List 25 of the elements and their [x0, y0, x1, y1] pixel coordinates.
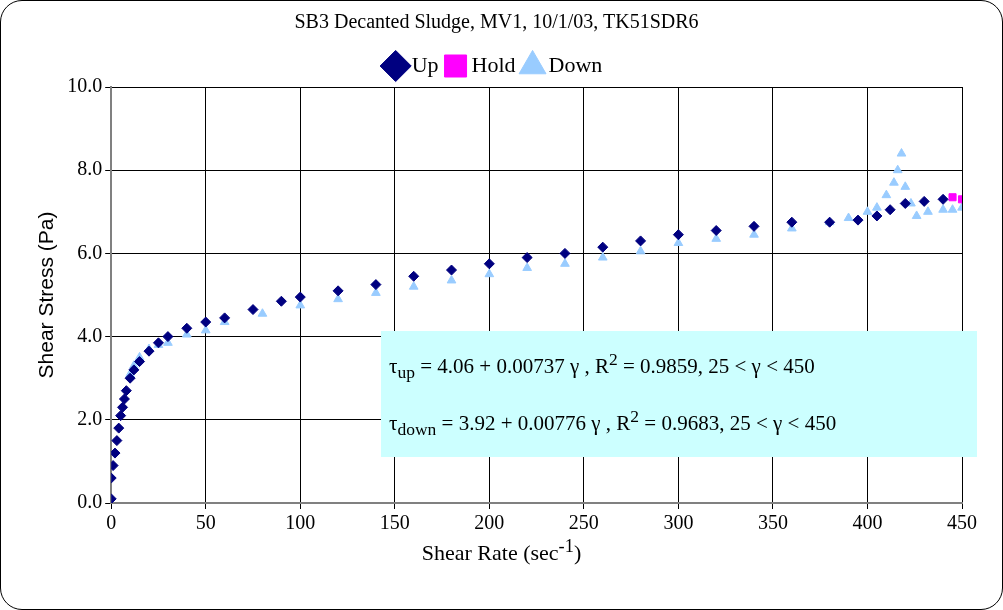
x-tick-label: 100 — [285, 511, 316, 534]
x-tick-label: 350 — [757, 511, 788, 534]
x-tick-label: 400 — [852, 511, 883, 534]
y-tick-label: 10.0 — [67, 74, 103, 97]
x-tick-label: 150 — [379, 511, 410, 534]
x-tick-label: 200 — [474, 511, 505, 534]
legend-label: Hold — [471, 51, 516, 77]
y-tick-label: 4.0 — [77, 323, 103, 346]
y-tick-label: 8.0 — [77, 157, 103, 180]
x-tick-label: 300 — [663, 511, 694, 534]
x-tick-label: 450 — [947, 511, 977, 534]
y-axis-title: Shear Stress (Pa) — [34, 211, 58, 379]
annotation: τ$_{up}$ = 4.06 + 0.00737 γ , R$^{2}$ = 0.9859, 25 < γ < 450 — [389, 348, 816, 385]
annotation: τ$_{down}$ = 3.92 + 0.00776 γ , R$^{2}$ = 0.9683, 25 < γ < 450 — [389, 405, 838, 442]
legend-label: Down — [548, 51, 603, 77]
legend-label: Up — [411, 51, 439, 77]
y-tick-label: 2.0 — [77, 407, 103, 430]
x-tick-label: 50 — [195, 511, 216, 534]
y-tick-label: 0.0 — [77, 490, 103, 513]
x-tick-label: 250 — [568, 511, 599, 534]
chart-title: SB3 Decanted Sludge, MV1, 10/1/03, TK51SDR6 — [294, 10, 699, 34]
x-tick-label: 0 — [106, 511, 117, 534]
y-tick-label: 6.0 — [77, 240, 103, 263]
x-axis-title: Shear Rate (sec$^{-1}$) — [420, 536, 583, 567]
note-box: τ$_{up}$ = 4.06 + 0.00737 γ , R$^{2}$ = 0.9859, 25 < γ < 450 τ$_{down}$ = 3.92 + 0.00776 γ , R$^{2}$ = 0.9683, 25 < γ < 450 — [381, 331, 977, 458]
